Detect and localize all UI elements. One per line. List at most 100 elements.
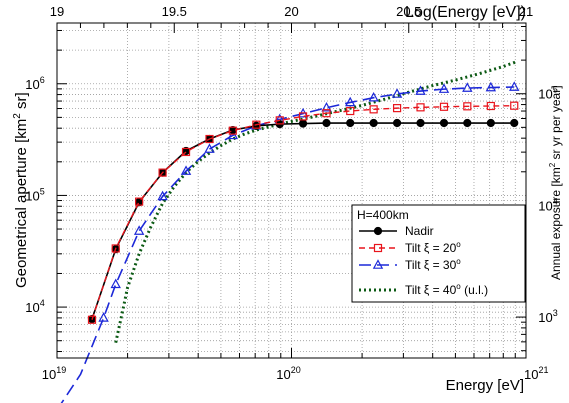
data-point: [438, 83, 450, 93]
legend-label-main: Tilt ξ = 30: [405, 258, 457, 272]
y-tick-label: 104: [25, 298, 44, 315]
data-point: [252, 120, 261, 129]
data-point: [157, 190, 168, 201]
legend-marker: [373, 243, 383, 253]
series-layer: [60, 60, 520, 403]
data-point: [180, 165, 192, 175]
y-tick-label-base: 10: [25, 188, 39, 203]
legend-entry: Tilt ξ = 20o: [359, 240, 461, 255]
data-point: [463, 102, 472, 111]
y-right-axis-label-sup: 2: [548, 162, 557, 167]
y-axis-label-main: Geometrical aperture [km: [13, 119, 30, 288]
y-right-tick-label: 105: [538, 85, 557, 102]
y-tick-label-exp: 6: [40, 75, 45, 85]
legend-label: Nadir: [405, 224, 434, 238]
y-tick-label-exp: 4: [40, 298, 45, 308]
y-tick-label: 105: [25, 186, 44, 203]
data-point: [346, 106, 355, 116]
x-top-tick-label: 20: [284, 4, 298, 19]
data-point: [485, 81, 497, 92]
data-point: [158, 168, 167, 177]
data-point: [228, 126, 237, 135]
data-point: [510, 118, 519, 128]
data-point: [275, 116, 284, 125]
y-right-tick-label-exp: 3: [553, 308, 558, 318]
x-top-tick-label: 19: [50, 4, 64, 19]
legend-header: H=400km: [357, 208, 409, 222]
data-point: [321, 101, 332, 112]
x-tick-label-base: 10: [276, 367, 290, 382]
series-line: [114, 60, 516, 343]
y-right-tick-label-exp: 4: [553, 196, 558, 206]
data-point: [463, 118, 472, 128]
legend-marker: [372, 259, 384, 269]
data-point: [416, 103, 425, 112]
legend-entry: Nadir: [359, 224, 434, 238]
x-tick-label-base: 10: [524, 367, 538, 382]
data-point: [462, 82, 473, 92]
legend-box: [351, 204, 526, 303]
x-tick-label: 1020: [276, 365, 300, 382]
legend-entry: Tilt ξ = 30o: [359, 257, 461, 272]
series-3: [114, 60, 516, 343]
x-tick-label-base: 10: [42, 367, 56, 382]
data-point: [133, 225, 145, 235]
data-point: [322, 118, 331, 128]
data-point: [298, 119, 308, 128]
x-top-tick-label: 19.5: [162, 4, 187, 19]
data-point: [181, 147, 191, 157]
series-line: [91, 105, 515, 320]
legend-entry: Tilt ξ = 40o (u.l.): [359, 282, 488, 297]
x-tick-label-exp: 20: [291, 365, 301, 375]
legend-label-main: Nadir: [405, 224, 434, 238]
series-1: [87, 101, 519, 324]
x-top-tick-label: 20.5: [396, 4, 421, 19]
y-tick-label-exp: 5: [40, 186, 45, 196]
legend-marker: [373, 226, 383, 236]
data-point: [298, 112, 308, 121]
data-point: [415, 85, 426, 95]
legend-label-tail: (u.l.): [461, 283, 488, 297]
data-point: [391, 88, 403, 98]
y-axis-label-tail: sr]: [13, 92, 30, 113]
legend-label-main: Tilt ξ = 40: [405, 283, 457, 297]
data-point: [416, 118, 425, 128]
data-point: [87, 315, 97, 324]
legend-label: Tilt ξ = 40o (u.l.): [405, 282, 488, 297]
y-axis-label-sup: 2: [12, 113, 23, 119]
y-right-axis-label-tail: sr yr per year]: [549, 85, 563, 162]
x-axis-label: Energy [eV]: [446, 377, 524, 394]
y-right-tick-label-base: 10: [538, 87, 552, 102]
y-tick-label-base: 10: [25, 300, 39, 315]
data-point: [346, 118, 355, 128]
data-point: [322, 109, 331, 118]
y-right-tick-label: 104: [538, 196, 557, 213]
y-right-axis-label: Annual exposure [km2 sr yr per year]: [548, 85, 563, 280]
y-right-axis-label-main: Annual exposure [km: [549, 167, 563, 280]
legend-label-sup: o: [456, 240, 461, 249]
data-point: [509, 81, 520, 91]
x-tick-label-exp: 21: [538, 365, 548, 375]
series-line: [60, 86, 515, 403]
data-point: [369, 105, 378, 114]
data-point: [98, 312, 109, 322]
data-point: [392, 118, 402, 128]
y-tick-label-base: 10: [25, 77, 39, 92]
y-right-tick-label-exp: 5: [553, 85, 558, 95]
x-top-axis-label: Log(Energy [eV]): [405, 4, 526, 21]
x-tick-label: 1019: [42, 365, 66, 382]
data-point: [368, 91, 379, 102]
y-right-tick-label-base: 10: [538, 198, 552, 213]
data-point: [135, 197, 144, 206]
data-point: [110, 278, 121, 289]
data-point: [486, 101, 495, 111]
data-point: [510, 101, 519, 110]
y-tick-label: 106: [25, 75, 44, 92]
data-point: [439, 118, 449, 128]
x-tick-label-exp: 19: [56, 365, 66, 375]
legend-label-sup: o: [456, 257, 461, 266]
data-point: [392, 104, 402, 113]
